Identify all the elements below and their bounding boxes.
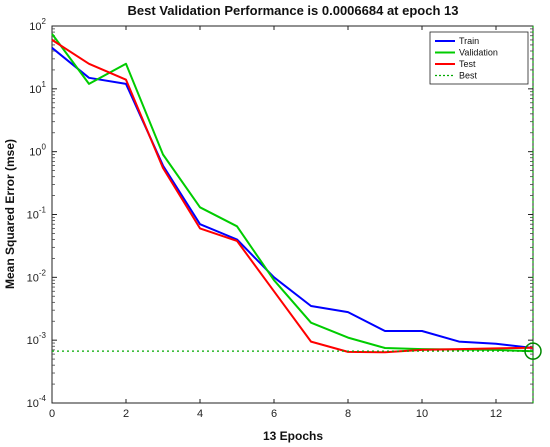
- x-tick-label: 4: [197, 408, 203, 420]
- y-tick-label: 10-3: [27, 331, 47, 347]
- x-tick-label: 8: [345, 408, 351, 420]
- series-line-train: [51, 47, 534, 349]
- x-tick-label: 2: [123, 408, 129, 420]
- y-tick-label: 10-2: [27, 268, 47, 284]
- x-tick-label: 0: [49, 408, 55, 420]
- x-tick-label: 10: [416, 408, 428, 420]
- legend-label: Best: [459, 71, 478, 81]
- series-lines: [51, 33, 534, 354]
- legend-label: Train: [459, 36, 479, 46]
- y-tick-label: 100: [29, 143, 46, 159]
- best-point-marker: [524, 342, 542, 360]
- legend-label: Test: [459, 59, 476, 69]
- legend-label: Validation: [459, 48, 498, 58]
- y-tick-label: 102: [29, 17, 46, 33]
- y-tick-label: 101: [29, 80, 46, 96]
- x-tick-label: 6: [271, 408, 277, 420]
- tick-labels: 0 2 4 6 8 10 12 10-4 10-3 10-2 10-1 100 101 102: [27, 17, 503, 420]
- y-tick-label: 10-4: [27, 394, 47, 410]
- x-axis-label: 13 Epochs: [263, 429, 323, 443]
- y-tick-label: 10-1: [27, 206, 47, 222]
- best-markers: [52, 26, 542, 403]
- chart-title: Best Validation Performance is 0.0006684…: [128, 3, 459, 18]
- series-line-test: [51, 39, 534, 354]
- y-axis-label: Mean Squared Error (mse): [3, 139, 17, 289]
- x-tick-label: 12: [490, 408, 502, 420]
